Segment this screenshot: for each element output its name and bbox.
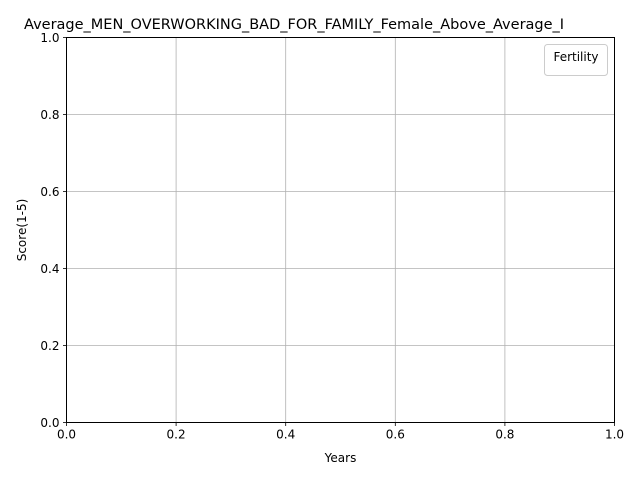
y-axis-label: Score(1-5) [15,199,29,262]
legend-box [544,44,608,76]
y-tick-label: 0.4 [40,262,59,276]
y-axis-ticks: 0.0 0.2 0.4 0.6 0.8 1.0 [40,31,67,430]
y-tick-label: 0.2 [40,339,59,353]
x-axis-ticks: 0.0 0.2 0.4 0.6 0.8 1.0 [57,422,624,442]
axes-frame [66,37,615,423]
x-tick-label: 0.6 [386,428,405,442]
y-tick-label: 0.6 [40,185,59,199]
grid-lines [66,37,615,423]
y-tick-label: 0.0 [40,416,59,430]
y-tick-label: 0.8 [40,108,59,122]
legend-title: Fertility [553,50,598,64]
chart-title: Average_MEN_OVERWORKING_BAD_FOR_FAMILY_F… [24,17,564,33]
x-tick-label: 0.2 [167,428,186,442]
x-axis-label: Years [324,451,357,465]
x-tick-label: 0.0 [57,428,76,442]
x-tick-label: 1.0 [605,428,624,442]
x-tick-label: 0.8 [495,428,514,442]
legend: Fertility [544,44,608,76]
x-tick-label: 0.4 [276,428,295,442]
y-tick-label: 1.0 [40,31,59,45]
